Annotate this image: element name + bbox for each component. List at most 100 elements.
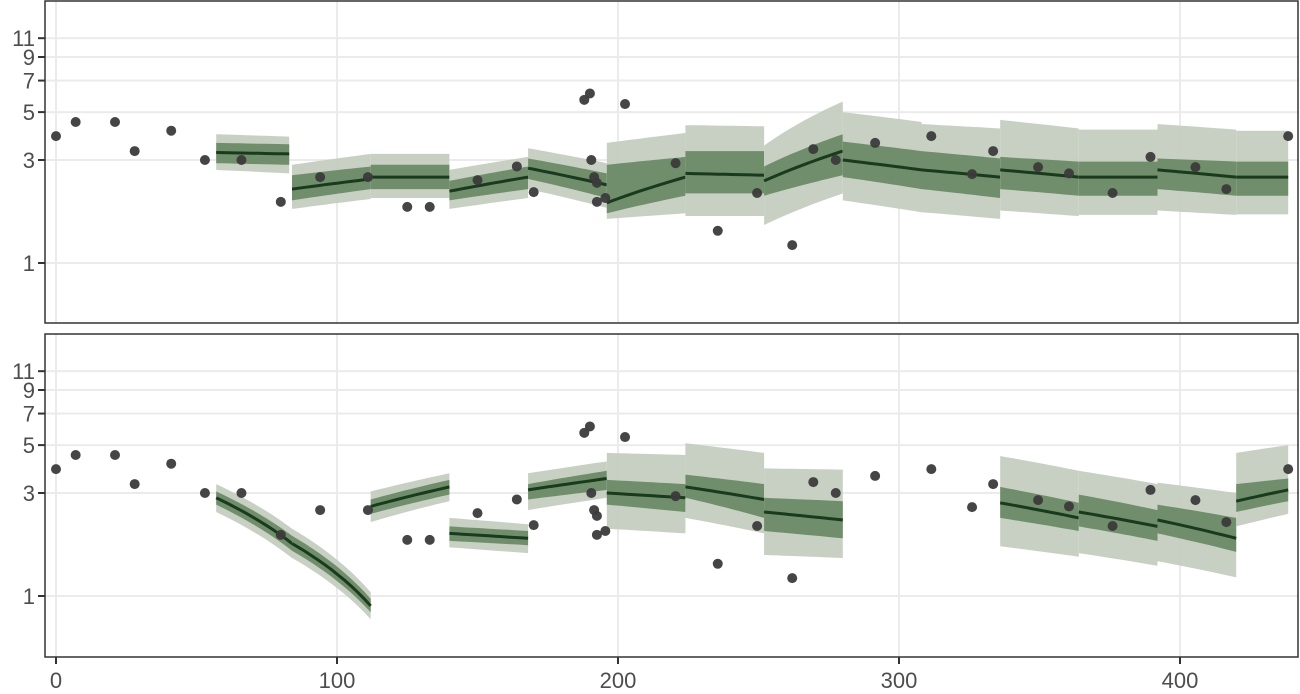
- data-point: [1190, 495, 1201, 506]
- forecast-segment: [1235, 445, 1289, 527]
- forecast-segment: [999, 456, 1080, 557]
- forecast-segment: [763, 101, 844, 225]
- median-line: [291, 542, 372, 607]
- forecast-segment: [1078, 129, 1158, 215]
- y-tick-label: 9: [23, 378, 35, 403]
- forecast-segment: [842, 112, 922, 213]
- inner-interval-band: [528, 158, 607, 198]
- data-point: [199, 488, 210, 498]
- data-point: [670, 158, 681, 169]
- y-tick-label: 3: [23, 148, 35, 173]
- data-point: [315, 172, 326, 183]
- data-point: [591, 196, 602, 207]
- y-tick-label: 1: [23, 251, 35, 276]
- data-point: [926, 131, 937, 142]
- data-point: [70, 116, 81, 127]
- x-tick-label: 100: [319, 668, 356, 693]
- data-point: [110, 449, 121, 460]
- y-tick-label: 11: [12, 26, 35, 51]
- forecast-segment: [763, 468, 843, 558]
- data-point: [402, 534, 413, 545]
- median-line: [527, 477, 608, 492]
- data-point: [1283, 464, 1294, 475]
- data-point: [1221, 517, 1232, 528]
- data-point: [236, 488, 247, 498]
- data-point: [110, 116, 121, 127]
- data-point: [787, 240, 798, 251]
- median-line: [763, 510, 843, 522]
- inner-interval-band: [1078, 161, 1158, 196]
- median-line: [1235, 488, 1289, 503]
- data-point: [967, 502, 978, 513]
- data-point: [600, 193, 611, 204]
- median-line: [291, 177, 371, 191]
- data-point: [967, 169, 978, 180]
- data-point: [870, 470, 881, 481]
- inner-interval-band: [764, 497, 843, 539]
- data-point: [591, 529, 602, 540]
- data-point: [236, 155, 247, 165]
- forecast-segment: [685, 443, 765, 534]
- data-point: [129, 479, 140, 490]
- data-point: [129, 146, 140, 157]
- y-tick-label: 5: [23, 100, 35, 125]
- median-line: [1078, 510, 1158, 528]
- x-axis: 0 100 200 300 400: [50, 657, 1198, 693]
- y-tick-label: 1: [23, 584, 35, 609]
- data-point: [586, 155, 597, 165]
- data-point: [275, 196, 286, 207]
- data-point: [591, 510, 602, 521]
- y-tick-label: 11: [12, 359, 35, 384]
- y-tick-label: 5: [23, 433, 35, 458]
- data-point: [752, 520, 763, 531]
- data-point: [166, 458, 177, 469]
- median-line: [1157, 518, 1237, 540]
- data-point: [1107, 520, 1118, 531]
- y-tick-label: 7: [23, 69, 35, 94]
- forecast-segment: [216, 134, 290, 174]
- data-point: [402, 201, 413, 212]
- panel-border: [44, 0, 1299, 324]
- data-point: [712, 558, 723, 569]
- data-point: [472, 175, 483, 186]
- data-point: [1190, 162, 1201, 173]
- observation-points: [51, 421, 1294, 584]
- median-line: [999, 501, 1080, 520]
- x-tick-label: 200: [600, 668, 637, 693]
- data-point: [670, 491, 681, 502]
- data-point: [528, 520, 539, 531]
- y-tick-label: 7: [23, 402, 35, 427]
- data-point: [1283, 131, 1294, 142]
- forecast-segment: [291, 528, 372, 620]
- median-line: [449, 175, 529, 193]
- data-point: [870, 137, 881, 148]
- data-point: [926, 464, 937, 475]
- forecast-segment: [370, 473, 450, 523]
- data-point: [472, 508, 483, 519]
- forecast-segments: [215, 443, 1289, 620]
- forecast-segment: [527, 148, 608, 208]
- observation-points: [51, 88, 1294, 251]
- data-point: [362, 505, 373, 516]
- data-point: [70, 449, 81, 460]
- x-tick-label: 300: [881, 668, 918, 693]
- forecast-segment: [1236, 130, 1289, 215]
- median-line: [685, 171, 765, 177]
- panel-border: [44, 333, 1299, 658]
- data-point: [808, 477, 819, 488]
- data-point: [584, 421, 595, 432]
- data-point: [988, 146, 999, 157]
- data-point: [315, 505, 326, 516]
- forecast-segment: [449, 156, 529, 209]
- median-line: [370, 485, 450, 508]
- data-point: [528, 187, 539, 198]
- forecast-segment: [685, 125, 765, 216]
- inner-interval-band: [1157, 158, 1237, 196]
- data-point: [1033, 162, 1044, 173]
- data-point: [620, 432, 631, 443]
- inner-interval-band: [1000, 156, 1079, 196]
- median-line: [606, 175, 686, 205]
